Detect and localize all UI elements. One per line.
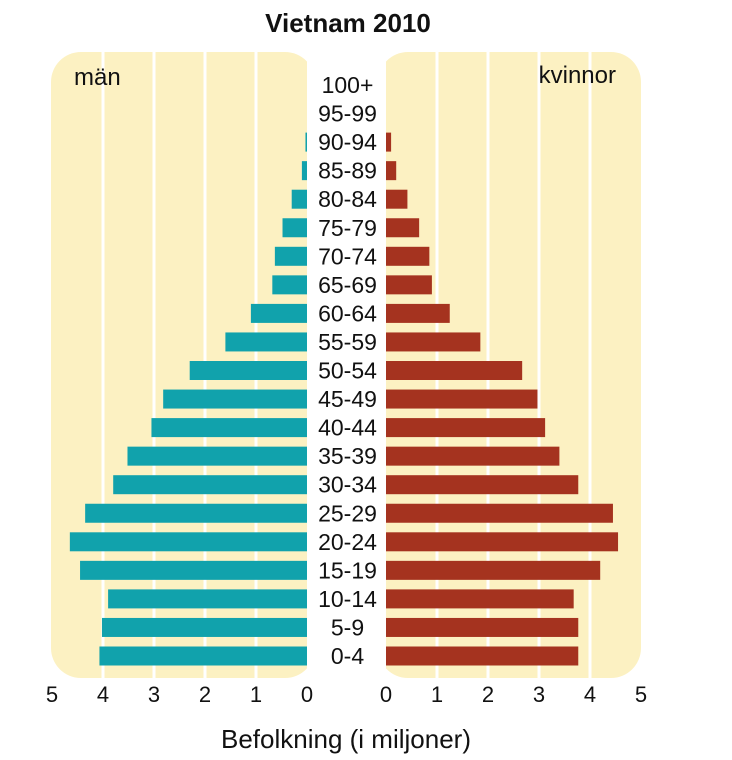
age-group-label: 80-84	[318, 186, 377, 212]
age-group-label: 40-44	[318, 415, 377, 441]
bar-men	[101, 617, 307, 637]
center-column	[307, 52, 386, 678]
bar-women	[386, 218, 420, 238]
bar-women	[386, 617, 579, 637]
bar-women	[386, 475, 579, 495]
bar-women	[386, 132, 392, 152]
age-group-label: 50-54	[318, 358, 377, 384]
bar-women	[386, 389, 538, 409]
bar-women	[386, 361, 523, 380]
bar-men	[163, 389, 307, 409]
age-group-label: 5-9	[331, 614, 364, 640]
bar-men	[291, 189, 307, 209]
tick-label-women: 1	[431, 682, 443, 707]
bar-women	[386, 246, 430, 266]
tick-label-men: 1	[250, 682, 262, 707]
age-group-label: 45-49	[318, 386, 377, 412]
left-side-label: män	[74, 64, 121, 91]
bar-women	[386, 303, 450, 323]
age-group-label: 25-29	[318, 500, 377, 526]
bar-women	[386, 275, 432, 295]
x-axis-label: Befolkning (i miljoner)	[221, 724, 471, 754]
bar-men	[151, 418, 307, 438]
bar-women	[386, 503, 613, 523]
bar-men	[272, 275, 307, 295]
bar-women	[386, 589, 574, 609]
age-group-label: 0-4	[331, 643, 364, 669]
age-group-label: 95-99	[318, 101, 377, 127]
age-group-label: 35-39	[318, 443, 377, 469]
age-group-label: 90-94	[318, 129, 377, 155]
bar-men	[189, 361, 307, 380]
bar-men	[69, 532, 307, 552]
bar-men	[113, 475, 307, 495]
bar-women	[386, 332, 481, 352]
bar-men	[301, 161, 307, 181]
bar-men	[99, 646, 308, 666]
bar-women	[386, 646, 579, 666]
tick-label-men: 4	[97, 682, 109, 707]
age-group-label: 65-69	[318, 272, 377, 298]
age-group-label: 20-24	[318, 529, 377, 555]
tick-label-women: 2	[482, 682, 494, 707]
age-group-label: 10-14	[318, 586, 377, 612]
age-group-label: 100+	[322, 72, 374, 98]
bar-men	[225, 332, 307, 352]
chart-title: Vietnam 2010	[265, 8, 431, 38]
age-group-label: 85-89	[318, 158, 377, 184]
tick-label-women: 5	[635, 682, 647, 707]
right-side-label: kvinnor	[539, 62, 616, 89]
age-group-label: 70-74	[318, 243, 377, 269]
tick-label-men: 5	[46, 682, 58, 707]
bar-men	[80, 560, 307, 580]
bar-men	[274, 246, 307, 266]
tick-label-women: 0	[380, 682, 392, 707]
age-group-label: 30-34	[318, 472, 377, 498]
tick-label-women: 4	[584, 682, 596, 707]
tick-label-men: 2	[199, 682, 211, 707]
age-group-label: 15-19	[318, 557, 377, 583]
bar-women	[386, 189, 408, 209]
bar-women	[386, 446, 560, 466]
bar-men	[85, 503, 308, 523]
tick-label-men: 3	[148, 682, 160, 707]
bar-women	[386, 532, 619, 552]
age-group-label: 75-79	[318, 215, 377, 241]
bar-women	[386, 418, 546, 438]
tick-label-men: 0	[301, 682, 313, 707]
age-group-label: 55-59	[318, 329, 377, 355]
age-group-label: 60-64	[318, 300, 377, 326]
bar-men	[282, 218, 307, 238]
bar-women	[386, 560, 601, 580]
bar-men	[127, 446, 307, 466]
bar-men	[108, 589, 307, 609]
tick-label-women: 3	[533, 682, 545, 707]
bar-men	[250, 303, 307, 323]
bar-women	[386, 161, 397, 181]
bar-men	[305, 132, 307, 152]
